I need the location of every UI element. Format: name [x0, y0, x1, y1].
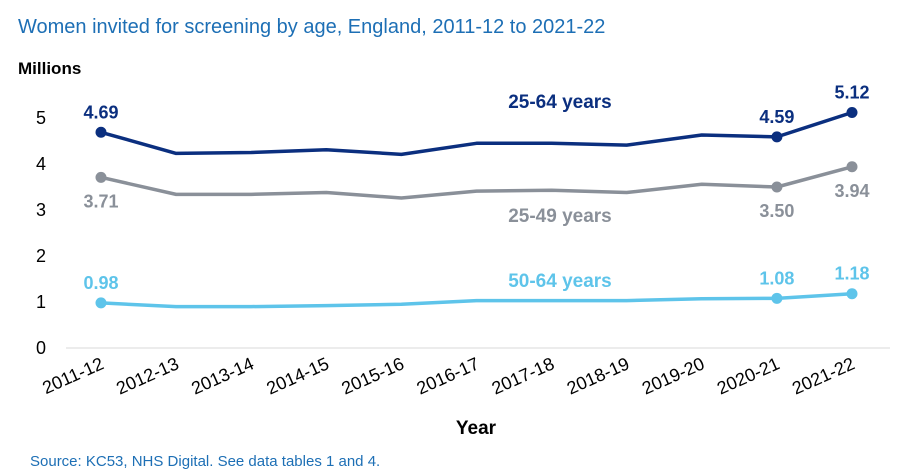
x-tick-label: 2018-19: [564, 353, 632, 398]
series-25-49-years: 3.71 3.50 3.94 25-49 years: [83, 161, 870, 227]
x-tick-label: 2020-21: [714, 353, 782, 398]
data-label: 1.18: [834, 264, 869, 284]
data-label: 3.50: [759, 201, 794, 221]
data-point-marker: [771, 181, 783, 193]
x-axis-ticks: 2011-12 2012-13 2013-14 2014-15 2015-16 2016-…: [39, 353, 857, 398]
data-label: 4.69: [83, 102, 118, 122]
data-point-marker: [771, 292, 783, 304]
y-units-label: Millions: [18, 59, 81, 78]
data-point-marker: [95, 171, 107, 183]
y-tick-label: 5: [36, 108, 46, 128]
data-label: 0.98: [83, 273, 118, 293]
data-point-marker: [846, 161, 858, 173]
y-tick-label: 2: [36, 246, 46, 266]
series-50-64-years: 0.98 1.08 1.18 50-64 years: [83, 264, 870, 309]
data-label: 5.12: [834, 82, 869, 102]
series-group: 4.69 4.59 5.12 25-64 years 3.71 3.50 3.94 25-49…: [83, 82, 870, 309]
series-line: [99, 291, 854, 309]
y-axis-ticks: 0 1 2 3 4 5: [36, 108, 46, 358]
data-point-marker: [771, 131, 783, 143]
data-point-marker: [846, 288, 858, 300]
series-25-64-years: 4.69 4.59 5.12 25-64 years: [83, 82, 870, 157]
y-tick-label: 0: [36, 338, 46, 358]
y-tick-label: 1: [36, 292, 46, 312]
x-tick-label: 2012-13: [113, 353, 181, 398]
x-tick-label: 2013-14: [188, 353, 256, 398]
data-label: 4.59: [759, 107, 794, 127]
x-tick-label: 2011-12: [39, 353, 106, 398]
x-tick-label: 2017-18: [489, 353, 557, 398]
series-line: [99, 165, 854, 200]
data-label: 3.94: [834, 181, 869, 201]
source-note: Source: KC53, NHS Digital. See data tabl…: [30, 453, 380, 470]
y-tick-label: 4: [36, 154, 46, 174]
series-line: [99, 110, 854, 157]
data-label: 1.08: [759, 268, 794, 288]
x-tick-label: 2014-15: [263, 353, 331, 398]
x-tick-label: 2021-22: [789, 353, 857, 398]
x-tick-label: 2015-16: [339, 353, 407, 398]
series-name-label: 50-64 years: [508, 271, 612, 292]
x-tick-label: 2019-20: [639, 353, 707, 398]
data-point-marker: [95, 297, 107, 309]
x-axis-label: Year: [456, 418, 497, 439]
series-name-label: 25-49 years: [508, 206, 612, 227]
x-tick-label: 2016-17: [414, 353, 482, 398]
series-name-label: 25-64 years: [508, 92, 612, 113]
chart-title: Women invited for screening by age, Engl…: [18, 16, 605, 38]
data-label: 3.71: [83, 191, 118, 211]
data-point-marker: [95, 126, 107, 138]
y-tick-label: 3: [36, 200, 46, 220]
data-point-marker: [846, 106, 858, 118]
